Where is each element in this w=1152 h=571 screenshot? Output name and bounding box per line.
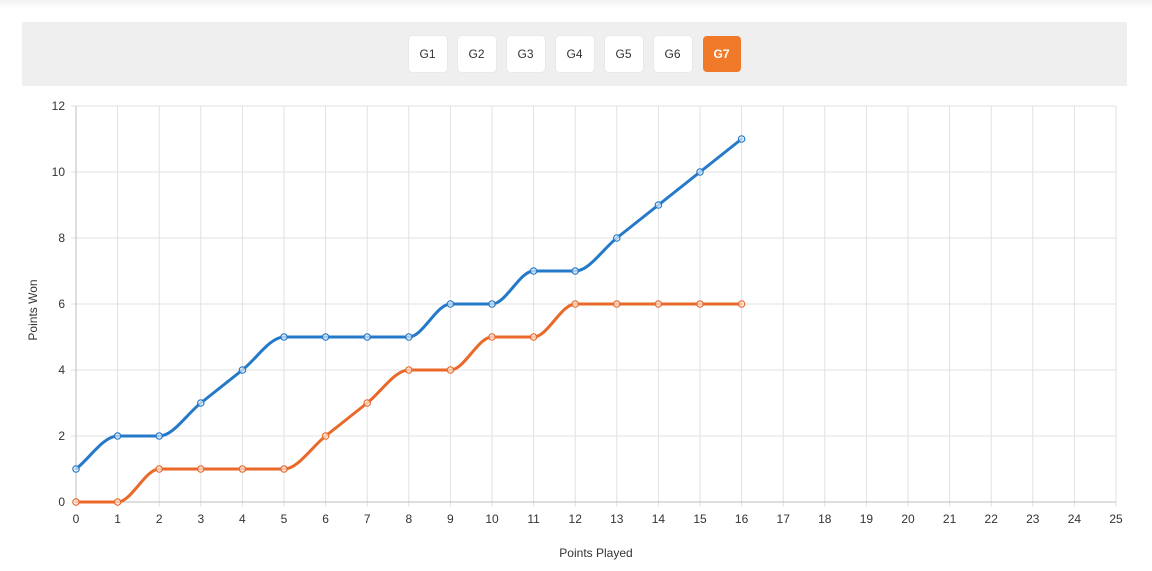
- points-chart: 0 1 2 3 4 5 6 7 8 9 10 11 12 13 14 15 16 17 18 19 20 21 22 23 24…: [26, 99, 1123, 560]
- x-tick-label: 6: [322, 512, 329, 526]
- x-tick-label: 4: [239, 512, 246, 526]
- x-tick-label: 15: [693, 512, 707, 526]
- y-tick-label: 2: [58, 429, 65, 443]
- data-point-series-1: [488, 300, 496, 308]
- data-point-series-2: [446, 366, 455, 374]
- data-point-series-1: [238, 366, 247, 374]
- data-point-series-1: [72, 465, 80, 473]
- x-tick-label: 17: [777, 512, 791, 526]
- game-button-g1[interactable]: G1: [408, 36, 447, 72]
- x-tick-label: 7: [364, 512, 371, 526]
- y-tick-label: 0: [58, 495, 65, 509]
- game-button-g2[interactable]: G2: [457, 36, 496, 72]
- data-point-series-1: [612, 234, 621, 242]
- x-tick-label: 18: [818, 512, 832, 526]
- data-point-series-2: [737, 300, 746, 308]
- game-button-g3[interactable]: G3: [506, 36, 545, 72]
- x-tick-label: 25: [1109, 512, 1123, 526]
- x-tick-label: 11: [527, 512, 540, 526]
- data-point-series-2: [321, 432, 330, 440]
- x-tick-label: 23: [1026, 512, 1040, 526]
- x-axis-label: Points Played: [559, 546, 632, 560]
- data-point-series-1: [446, 300, 455, 308]
- data-point-series-2: [238, 465, 247, 473]
- x-tick-label: 16: [735, 512, 749, 526]
- data-point-series-1: [197, 399, 205, 407]
- data-point-series-1: [654, 201, 663, 209]
- x-tick-label: 8: [405, 512, 412, 526]
- y-axis-label: Points Won: [26, 279, 40, 340]
- y-tick-label: 6: [58, 297, 65, 311]
- data-point-series-1: [113, 432, 122, 440]
- data-point-series-1: [737, 135, 746, 143]
- x-tick-label: 12: [569, 512, 583, 526]
- x-tick-label: 3: [197, 512, 204, 526]
- x-tick-label: 20: [901, 512, 915, 526]
- data-point-series-2: [113, 498, 122, 506]
- data-point-series-2: [654, 300, 663, 308]
- game-button-g7[interactable]: G7: [702, 36, 741, 72]
- data-point-series-1: [321, 333, 330, 341]
- game-selector-bar: G1 G2 G3 G4 G5 G6 G7: [22, 22, 1127, 86]
- x-tick-label: 14: [652, 512, 666, 526]
- data-point-series-2: [696, 300, 704, 308]
- data-point-series-2: [197, 465, 205, 473]
- y-tick-label: 8: [58, 231, 65, 245]
- x-tick-label: 10: [485, 512, 499, 526]
- x-tick-label: 9: [447, 512, 454, 526]
- data-point-series-2: [488, 333, 496, 341]
- x-tick-label: 13: [610, 512, 624, 526]
- data-point-series-2: [529, 333, 538, 341]
- game-button-g4[interactable]: G4: [555, 36, 594, 72]
- data-point-series-1: [571, 267, 580, 275]
- data-point-series-2: [571, 300, 580, 308]
- top-shade: [0, 0, 1152, 8]
- data-point-series-2: [612, 300, 621, 308]
- y-tick-label: 10: [52, 165, 66, 179]
- x-tick-label: 24: [1068, 512, 1082, 526]
- data-point-series-2: [280, 465, 288, 473]
- series-points: [72, 135, 746, 506]
- y-tick-label: 12: [52, 99, 66, 113]
- x-tick-label: 1: [114, 512, 121, 526]
- data-point-series-2: [155, 465, 164, 473]
- data-point-series-1: [280, 333, 288, 341]
- x-tick-labels: 0 1 2 3 4 5 6 7 8 9 10 11 12 13 14 15 16 17 18 19 20 21 22 23 24…: [73, 512, 1123, 526]
- data-point-series-1: [404, 333, 413, 341]
- chart-container: 0 1 2 3 4 5 6 7 8 9 10 11 12 13 14 15 16 17 18 19 20 21 22 23 24…: [0, 92, 1152, 571]
- chart-grid: [71, 105, 1117, 507]
- game-button-g6[interactable]: G6: [653, 36, 692, 72]
- x-tick-label: 22: [985, 512, 999, 526]
- y-tick-labels: 0 2 4 6 8 10 12: [52, 99, 66, 509]
- chart-axes: [75, 106, 1116, 503]
- data-point-series-1: [363, 333, 372, 341]
- data-point-series-2: [363, 399, 372, 407]
- game-button-g5[interactable]: G5: [604, 36, 643, 72]
- x-tick-label: 2: [156, 512, 163, 526]
- x-tick-label: 0: [73, 512, 80, 526]
- data-point-series-2: [72, 498, 80, 506]
- data-point-series-2: [404, 366, 413, 374]
- data-point-series-1: [696, 168, 704, 176]
- y-tick-label: 4: [58, 363, 65, 377]
- data-point-series-1: [529, 267, 538, 275]
- data-point-series-1: [155, 432, 164, 440]
- x-tick-label: 5: [281, 512, 288, 526]
- x-tick-label: 19: [860, 512, 874, 526]
- x-tick-label: 21: [943, 512, 957, 526]
